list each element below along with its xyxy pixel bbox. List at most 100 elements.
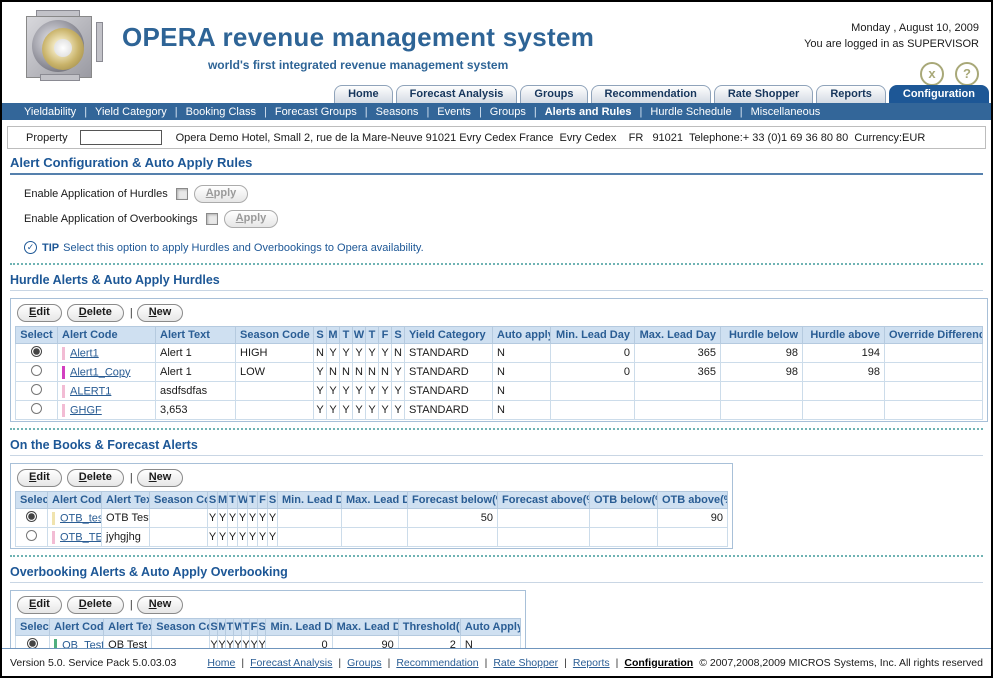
footer-link-configuration[interactable]: Configuration bbox=[624, 656, 694, 669]
row-select-radio[interactable] bbox=[27, 638, 39, 649]
main-content: Alert Configuration & Auto Apply Rules E… bbox=[2, 155, 991, 676]
row-select-radio[interactable] bbox=[31, 346, 42, 357]
cell: N bbox=[365, 362, 379, 382]
tab-rate-shopper[interactable]: Rate Shopper bbox=[713, 85, 814, 103]
delete-button[interactable]: Delete bbox=[66, 469, 124, 487]
subnav-item-events[interactable]: Events bbox=[437, 105, 471, 118]
footer-link-forecast-analysis[interactable]: Forecast Analysis bbox=[250, 656, 333, 669]
col-header-select: Select bbox=[15, 491, 48, 509]
toolbar-separator: | bbox=[129, 599, 133, 611]
alert-code-link[interactable]: Alert1_Copy bbox=[70, 365, 131, 378]
footer-separator: | bbox=[241, 656, 245, 669]
subnav-item-groups[interactable]: Groups bbox=[489, 105, 526, 118]
subnav-item-seasons[interactable]: Seasons bbox=[375, 105, 419, 118]
edit-button[interactable]: Edit bbox=[17, 469, 62, 487]
subnav-item-yieldability[interactable]: Yieldability bbox=[24, 105, 77, 118]
footer-link-reports[interactable]: Reports bbox=[572, 656, 610, 669]
property-label: Property bbox=[26, 131, 68, 144]
new-button[interactable]: New bbox=[136, 304, 184, 322]
cell bbox=[884, 381, 983, 401]
apply-hurdles-button[interactable]: Apply bbox=[193, 185, 249, 203]
enable-hurdles-checkbox[interactable] bbox=[175, 188, 188, 200]
alert-code-link[interactable]: OB_Test bbox=[62, 638, 104, 651]
col-header-s: S bbox=[313, 326, 327, 344]
delete-button[interactable]: Delete bbox=[66, 304, 124, 322]
section-divider bbox=[10, 555, 983, 557]
new-button[interactable]: New bbox=[136, 596, 184, 614]
delete-button[interactable]: Delete bbox=[66, 596, 124, 614]
edit-button[interactable]: Edit bbox=[17, 304, 62, 322]
footer-link-recommendation[interactable]: Recommendation bbox=[396, 656, 479, 669]
enable-hurdles-label: Enable Application of Hurdles bbox=[24, 188, 168, 200]
footer-link-home[interactable]: Home bbox=[207, 656, 236, 669]
cell: STANDARD bbox=[404, 343, 493, 363]
row-select-radio[interactable] bbox=[31, 365, 42, 376]
tab-home[interactable]: Home bbox=[334, 85, 393, 103]
row-select-radio[interactable] bbox=[26, 530, 37, 541]
subnav-item-hurdle-schedule[interactable]: Hurdle Schedule bbox=[650, 105, 732, 118]
alert-code-link[interactable]: OTB_TEST bbox=[60, 530, 102, 543]
new-button[interactable]: New bbox=[136, 469, 184, 487]
toolbar-separator: | bbox=[129, 472, 133, 484]
row-select-radio[interactable] bbox=[31, 384, 42, 395]
alert-code-link[interactable]: GHGF bbox=[70, 403, 102, 416]
tab-forecast-analysis[interactable]: Forecast Analysis bbox=[395, 85, 518, 103]
main-tab-bar: Home Forecast Analysis Groups Recommendatio… bbox=[334, 85, 989, 103]
tab-configuration[interactable]: Configuration bbox=[888, 85, 989, 103]
property-input[interactable] bbox=[79, 130, 162, 145]
property-info: Opera Demo Hotel, Small 2, rue de la Mar… bbox=[175, 131, 926, 144]
footer-link-rate-shopper[interactable]: Rate Shopper bbox=[493, 656, 559, 669]
cell: Y bbox=[352, 343, 366, 363]
cell: Y bbox=[313, 362, 327, 382]
subnav-separator: | bbox=[533, 105, 537, 118]
row-select-cell bbox=[15, 400, 58, 420]
cell: Y bbox=[247, 508, 258, 528]
subnav-separator: | bbox=[364, 105, 368, 118]
cell bbox=[720, 381, 803, 401]
subnav-item-forecast-groups[interactable]: Forecast Groups bbox=[274, 105, 357, 118]
cell: Y bbox=[378, 400, 392, 420]
opera-logo bbox=[12, 8, 112, 86]
alert-code-link[interactable]: ALERT1 bbox=[70, 384, 112, 397]
close-icon[interactable]: x bbox=[919, 62, 944, 86]
col-header-m: M bbox=[217, 491, 228, 509]
col-header-max-lead-day: Max. Lead Day bbox=[341, 491, 408, 509]
edit-button[interactable]: Edit bbox=[17, 596, 62, 614]
col-header-alert-code: Alert Code bbox=[47, 491, 102, 509]
toolbar-separator: | bbox=[129, 307, 133, 319]
col-header-t: T bbox=[365, 326, 379, 344]
tab-groups[interactable]: Groups bbox=[520, 85, 588, 103]
col-header-alert-text: Alert Text bbox=[101, 491, 150, 509]
subnav-item-booking-class[interactable]: Booking Class bbox=[185, 105, 256, 118]
alert-code-link[interactable]: OTB_test bbox=[60, 511, 101, 524]
col-header-threshold: Threshold(%) bbox=[397, 618, 461, 636]
alert-code-cell: OTB_TEST bbox=[47, 527, 102, 547]
apply-overbookings-button[interactable]: Apply bbox=[223, 210, 279, 228]
cell: Y bbox=[313, 381, 327, 401]
cell: LOW bbox=[235, 362, 314, 382]
cell: Y bbox=[391, 400, 405, 420]
app-subtitle: world's first integrated revenue managem… bbox=[207, 58, 509, 72]
tab-reports[interactable]: Reports bbox=[816, 85, 886, 103]
subnav-separator: | bbox=[174, 105, 178, 118]
row-select-radio[interactable] bbox=[26, 511, 37, 522]
footer-separator: | bbox=[387, 656, 391, 669]
cell: Y bbox=[365, 381, 379, 401]
subnav-item-miscellaneous[interactable]: Miscellaneous bbox=[750, 105, 821, 118]
col-header-w: W bbox=[352, 326, 366, 344]
footer-separator: | bbox=[564, 656, 567, 669]
row-select-radio[interactable] bbox=[31, 403, 42, 414]
col-header-otb-above: OTB above(%) bbox=[657, 491, 728, 509]
help-icon[interactable]: ? bbox=[955, 62, 979, 86]
subnav-item-alerts-and-rules[interactable]: Alerts and Rules bbox=[544, 105, 632, 118]
tab-recommendation[interactable]: Recommendation bbox=[590, 85, 711, 103]
enable-overbookings-checkbox[interactable] bbox=[205, 213, 218, 225]
col-header-min-lead-day: Min. Lead Day bbox=[265, 618, 333, 636]
col-header-f: F bbox=[249, 618, 259, 636]
subnav-item-yield-category[interactable]: Yield Category bbox=[95, 105, 167, 118]
footer-link-groups[interactable]: Groups bbox=[347, 656, 382, 669]
alert-code-link[interactable]: Alert1 bbox=[70, 346, 99, 359]
col-header-m: M bbox=[326, 326, 340, 344]
cell: Y bbox=[247, 527, 258, 547]
